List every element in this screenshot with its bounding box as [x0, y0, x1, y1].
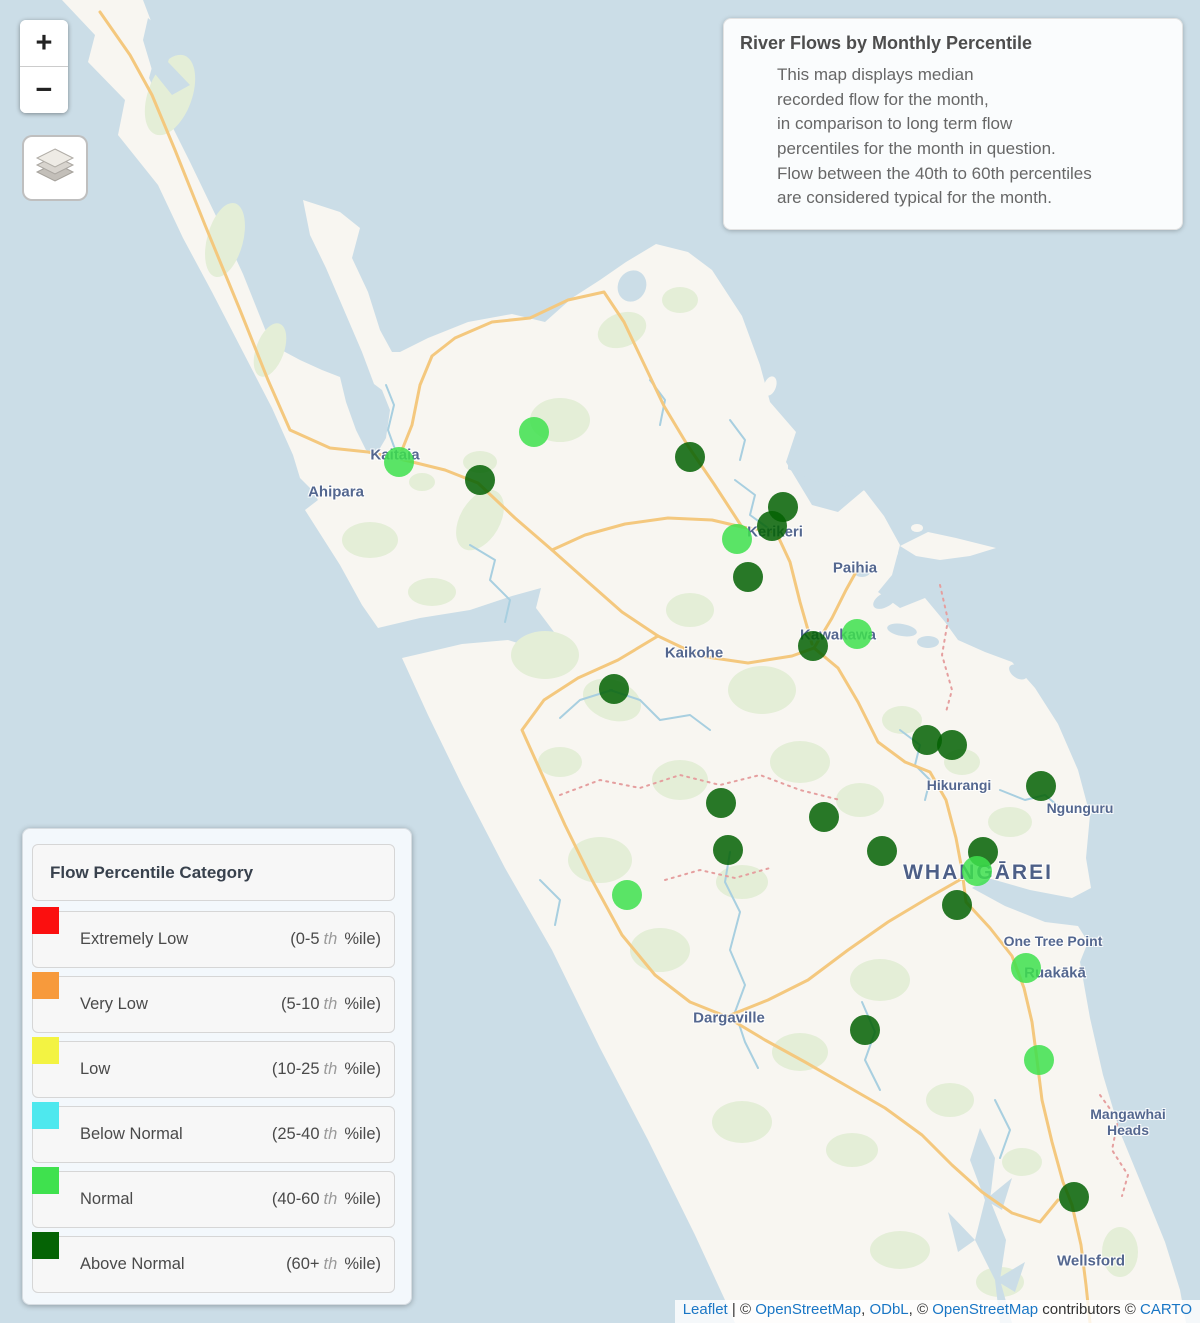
flow-site-marker-above_normal[interactable]: [713, 835, 743, 865]
harbour-inlets: [143, 18, 1027, 1323]
zoom-control: + −: [20, 20, 68, 113]
flow-site-marker-above_normal[interactable]: [675, 442, 705, 472]
place-label: Kaikohe: [664, 644, 724, 662]
normal-swatch: [32, 1167, 59, 1194]
flow-site-marker-above_normal[interactable]: [733, 562, 763, 592]
zoom-in-button[interactable]: +: [20, 20, 68, 67]
flow-site-marker-above_normal[interactable]: [465, 465, 495, 495]
zoom-out-button[interactable]: −: [20, 67, 68, 113]
place-label: Hikurangi: [926, 777, 992, 793]
legend-row-label: Above Normal: [80, 1255, 185, 1273]
osm-contributors-link[interactable]: OpenStreetMap: [932, 1301, 1039, 1318]
legend-row-low: Low (10-25 th %ile): [32, 1037, 395, 1098]
flow-site-marker-above_normal[interactable]: [937, 730, 967, 760]
place-label: Ahipara: [308, 483, 364, 501]
flow-site-marker-above_normal[interactable]: [809, 802, 839, 832]
attribution-text: , ©: [908, 1301, 933, 1318]
legend-row-range: (40-60 th %ile): [271, 1190, 381, 1208]
legend-row-range: (0-5 th %ile): [290, 930, 381, 948]
place-label: One Tree Point: [1003, 933, 1103, 949]
legend-row-label: Very Low: [80, 995, 148, 1013]
place-label: Ngunguru: [1046, 800, 1114, 816]
osm-link[interactable]: OpenStreetMap: [755, 1301, 862, 1318]
flow-site-marker-above_normal[interactable]: [706, 788, 736, 818]
extremely-low-swatch: [32, 907, 59, 934]
flow-site-marker-above_normal[interactable]: [798, 631, 828, 661]
place-label: Mangawhai Heads: [1090, 1106, 1166, 1138]
legend-row-label: Below Normal: [80, 1125, 183, 1143]
very-low-swatch: [32, 972, 59, 999]
flow-site-marker-above_normal[interactable]: [1026, 771, 1056, 801]
flow-site-marker-above_normal[interactable]: [942, 890, 972, 920]
flow-site-marker-normal[interactable]: [612, 880, 642, 910]
legend-row-range: (25-40 th %ile): [271, 1125, 381, 1143]
vegetation: [144, 54, 1138, 1297]
legend-row-label: Low: [80, 1060, 111, 1078]
layers-icon: [33, 145, 77, 192]
layers-control-button[interactable]: [22, 135, 88, 201]
flow-site-marker-above_normal[interactable]: [757, 511, 787, 541]
flow-site-marker-normal[interactable]: [722, 524, 752, 554]
place-label: Dargaville: [693, 1009, 765, 1027]
legend-row-very-low: Very Low (5-10 th %ile): [32, 972, 395, 1033]
legend-row-above-normal: Above Normal (60+ th %ile): [32, 1232, 395, 1293]
carto-link[interactable]: CARTO: [1140, 1301, 1192, 1318]
map-attribution: Leaflet | © OpenStreetMap, ODbL, © OpenS…: [674, 1300, 1200, 1323]
flow-site-marker-above_normal[interactable]: [599, 674, 629, 704]
legend-row-below-normal: Below Normal (25-40 th %ile): [32, 1102, 395, 1163]
flow-site-marker-normal[interactable]: [842, 619, 872, 649]
flow-site-marker-above_normal[interactable]: [850, 1015, 880, 1045]
legend-row-normal: Normal (40-60 th %ile): [32, 1167, 395, 1228]
legend-row-range: (5-10 th %ile): [281, 995, 381, 1013]
legend-row-label: Extremely Low: [80, 930, 189, 948]
legend-row-range: (60+ th %ile): [286, 1255, 381, 1273]
flow-site-marker-normal[interactable]: [1011, 953, 1041, 983]
flow-legend: Flow Percentile Category Extremely Low (…: [22, 828, 412, 1305]
flow-site-marker-normal[interactable]: [962, 856, 992, 886]
attribution-text: ,: [861, 1301, 870, 1318]
district-boundaries: [559, 584, 1130, 1197]
below-normal-swatch: [32, 1102, 59, 1129]
legend-row-extremely-low: Extremely Low (0-5 th %ile): [32, 907, 395, 968]
legend-row-range: (10-25 th %ile): [271, 1060, 381, 1078]
leaflet-link[interactable]: Leaflet: [682, 1301, 728, 1318]
flow-site-marker-above_normal[interactable]: [867, 836, 897, 866]
land-northland: [62, 0, 1186, 1323]
attribution-text: | ©: [727, 1301, 756, 1318]
odbl-link[interactable]: ODbL: [869, 1301, 909, 1318]
flow-site-marker-above_normal[interactable]: [1059, 1182, 1089, 1212]
flow-site-marker-normal[interactable]: [384, 447, 414, 477]
info-panel-title: River Flows by Monthly Percentile: [740, 33, 1033, 53]
place-label: Wellsford: [1056, 1252, 1126, 1270]
attribution-text: contributors ©: [1038, 1301, 1141, 1318]
above-normal-swatch: [32, 1232, 59, 1259]
flow-site-marker-normal[interactable]: [1024, 1045, 1054, 1075]
place-label: Paihia: [832, 559, 878, 577]
flow-site-marker-normal[interactable]: [519, 417, 549, 447]
roads: [98, 10, 1092, 1323]
legend-row-label: Normal: [80, 1190, 134, 1208]
legend-title: Flow Percentile Category: [32, 844, 395, 901]
info-panel: River Flows by Monthly Percentile This m…: [723, 18, 1183, 230]
info-panel-description: This map displays median recorded flow f…: [777, 65, 1092, 208]
low-swatch: [32, 1037, 59, 1064]
